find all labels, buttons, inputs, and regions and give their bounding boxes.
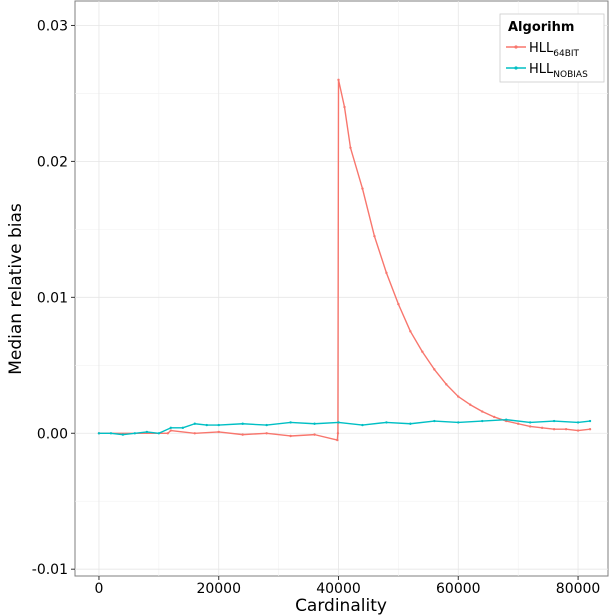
series-1-point <box>97 432 101 435</box>
series-0-point <box>576 429 580 432</box>
series-1-point <box>433 419 436 423</box>
legend-label-hll64bit-sub: 64BIT <box>553 49 579 59</box>
series-1-point <box>169 426 173 430</box>
series-1-point <box>241 422 244 425</box>
series-1-point <box>361 423 364 427</box>
x-tick-label: 40000 <box>316 581 361 597</box>
series-0-point <box>540 426 544 430</box>
series-1-point <box>576 421 580 424</box>
series-0-point <box>564 427 568 431</box>
series-0-point <box>336 438 339 442</box>
series-0-point <box>193 432 196 435</box>
x-tick-label: 80000 <box>556 581 601 597</box>
series-0-point <box>265 432 268 435</box>
series-1-point <box>457 421 460 424</box>
series-0-point <box>337 78 340 82</box>
series-0-point <box>552 427 556 431</box>
series-0-point <box>336 432 340 435</box>
series-0-point <box>481 410 484 413</box>
series-1-point <box>265 423 268 427</box>
legend: Algorihm HLL64BIT HLLNOBIAS <box>499 13 605 83</box>
x-tick-label: 60000 <box>436 581 481 597</box>
series-0-point <box>445 383 448 386</box>
series-1-point <box>157 432 161 435</box>
legend-key-hllnobias-point <box>514 66 518 70</box>
series-1-point <box>552 419 556 423</box>
series-0-point <box>241 433 244 436</box>
series-1-point <box>528 421 532 424</box>
series-0-point <box>313 433 316 436</box>
series-0-point <box>397 302 400 306</box>
y-tick-label: 0.01 <box>37 290 68 306</box>
series-0-point <box>469 403 472 406</box>
series-line-0 <box>98 79 591 441</box>
series-1-point <box>409 422 412 425</box>
legend-label-hll64bit: HLL64BIT <box>529 41 580 59</box>
legend-label-hllnobias-base: HLL <box>529 62 554 77</box>
series-0-point <box>343 105 346 109</box>
series-1-point <box>181 426 184 430</box>
legend-label-hllnobias: HLLNOBIAS <box>529 62 588 80</box>
x-axis-title: Cardinality <box>295 596 387 616</box>
series-0-point <box>433 368 436 371</box>
series-0-point <box>217 430 220 434</box>
y-axis: -0.01 0.00 0.01 0.02 0.03 <box>32 18 75 578</box>
series-0-point <box>169 429 173 432</box>
series-1-point <box>145 430 149 434</box>
series-0-point <box>516 422 520 425</box>
plot-panel <box>74 0 609 577</box>
legend-key-hll64bit-point <box>514 45 518 49</box>
series-0-point <box>166 432 170 435</box>
legend-title: Algorihm <box>508 20 574 35</box>
series-1-point <box>337 421 340 424</box>
series-0-point <box>421 350 424 353</box>
legend-label-hllnobias-sub: NOBIAS <box>553 70 588 80</box>
y-tick-label: 0.00 <box>37 426 68 442</box>
series-1-point <box>205 423 208 427</box>
x-axis: 0 20000 40000 60000 80000 <box>94 576 600 597</box>
series-0-point <box>528 425 532 428</box>
series-0-point <box>289 434 292 438</box>
series-1-point <box>289 421 292 424</box>
grid-minor <box>75 1 608 576</box>
series-1-point <box>481 419 484 423</box>
series-0-point <box>457 395 460 398</box>
series-1-point <box>313 422 316 425</box>
y-axis-title: Median relative bias <box>6 203 26 375</box>
series-0-point <box>349 146 352 150</box>
series-1-point <box>121 433 125 436</box>
series-1-point <box>588 419 592 423</box>
legend-label-hll64bit-base: HLL <box>529 41 554 56</box>
x-tick-label: 20000 <box>196 581 241 597</box>
x-tick-label: 0 <box>94 581 103 597</box>
series-0-point <box>385 271 388 275</box>
series-1-point <box>193 422 196 425</box>
series-1-point <box>109 432 113 435</box>
series-0-point <box>493 415 496 419</box>
series-layer <box>97 78 592 442</box>
series-0-point <box>588 427 592 431</box>
y-tick-label: 0.03 <box>37 18 68 34</box>
series-1-point <box>217 423 220 427</box>
series-0-point <box>373 234 376 238</box>
series-0-point <box>361 187 364 190</box>
y-tick-label: 0.02 <box>37 154 68 170</box>
y-tick-label: -0.01 <box>32 562 68 578</box>
series-1-point <box>133 432 137 435</box>
series-0-point <box>409 330 412 333</box>
series-1-point <box>385 421 388 424</box>
series-1-point <box>504 418 508 421</box>
legend-box <box>499 13 605 83</box>
